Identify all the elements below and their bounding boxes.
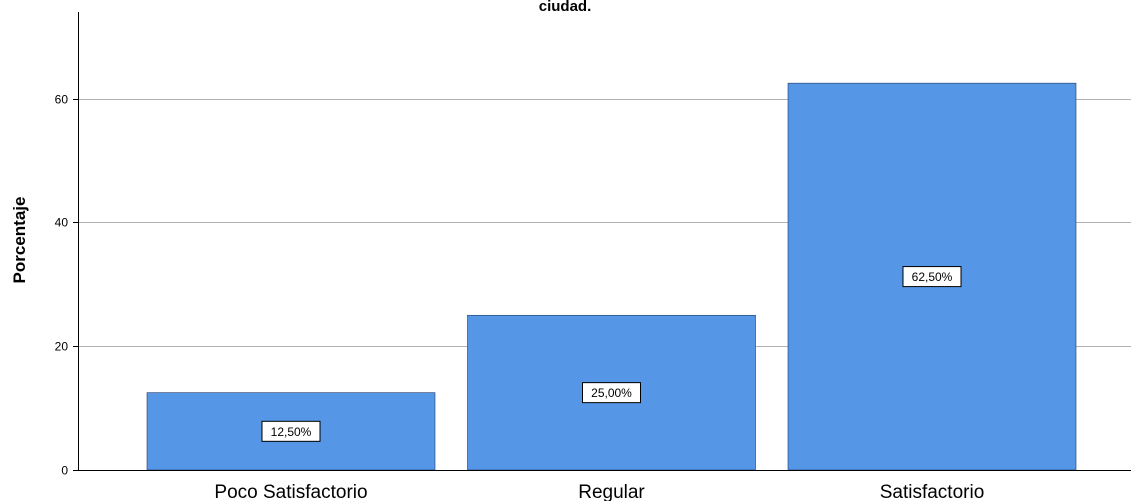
y-ticks: 0 20 40 60	[55, 93, 78, 478]
x-tick-label: Poco Satisfactorio	[214, 482, 367, 501]
x-tick-label: Regular	[578, 482, 645, 501]
y-tick-label: 60	[55, 93, 69, 107]
y-axis-label: Porcentaje	[10, 197, 29, 284]
chart-title: ciudad.	[539, 0, 592, 15]
x-tick-label: Satisfactorio	[880, 482, 985, 501]
data-label: 62,50%	[912, 270, 953, 284]
data-labels: 12,50% 25,00% 62,50%	[261, 266, 962, 442]
data-label-box	[902, 266, 962, 288]
data-label-box	[582, 382, 641, 404]
data-label: 25,00%	[591, 386, 632, 400]
x-ticks: Poco Satisfactorio Regular Satisfactorio	[214, 482, 984, 501]
y-tick-label: 20	[55, 340, 69, 354]
y-tick-label: 0	[61, 464, 68, 478]
data-label-box	[261, 420, 321, 442]
y-tick-label: 40	[55, 216, 69, 230]
data-label: 12,50%	[271, 425, 312, 439]
